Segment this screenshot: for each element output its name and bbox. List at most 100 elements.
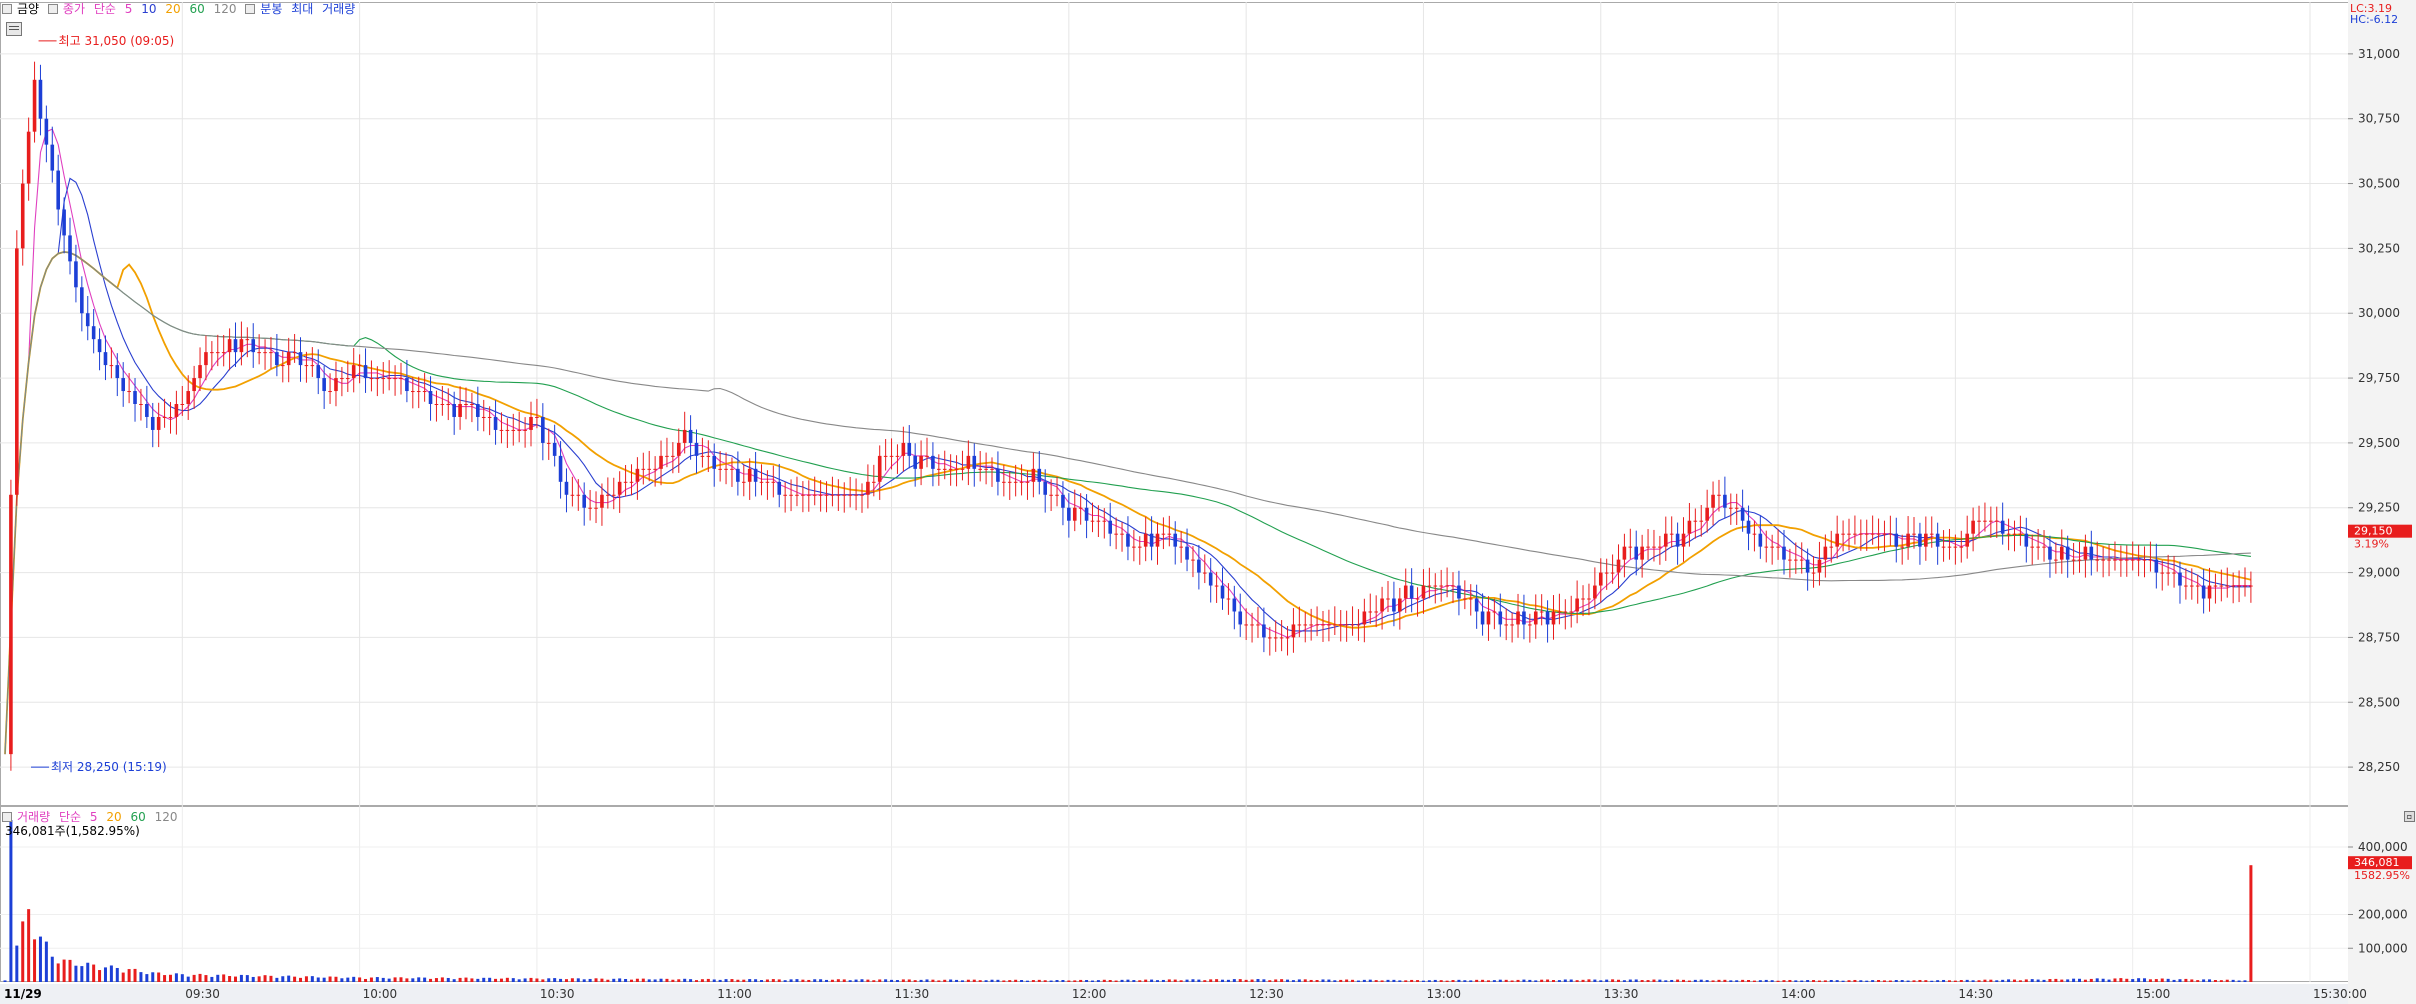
volume-bar (1717, 979, 1721, 982)
candle-body (387, 378, 391, 380)
candle-body (1912, 533, 1916, 535)
volume-bar (813, 979, 817, 982)
candle-body (1362, 611, 1367, 625)
volume-bar (754, 979, 758, 982)
volume-bar (1475, 979, 1479, 982)
candle-body (1675, 533, 1680, 547)
volume-bar (931, 979, 935, 982)
candle-body (736, 468, 740, 482)
time-tick-label: 15:00 (2136, 987, 2171, 1001)
candle-body (523, 429, 527, 431)
volume-bar (559, 978, 563, 982)
volume-bar (943, 979, 947, 982)
candle-body (9, 494, 13, 755)
candle-body (2243, 585, 2247, 587)
volume-bar (1380, 980, 1384, 982)
candle-body (487, 416, 492, 418)
price-legend: 금양 종가 단순 5 10 20 60 120 분봉 최대 거래량 (2, 2, 360, 16)
volume-bar (1735, 980, 1739, 982)
candle-body (576, 494, 581, 496)
volume-bar (1439, 980, 1443, 982)
volume-bar (2178, 979, 2182, 982)
volume-bar (848, 980, 852, 982)
legend-ma10: 10 (141, 2, 157, 16)
volume-bar (1226, 979, 1230, 982)
volume-bar (358, 977, 362, 982)
candle-body (1929, 533, 1934, 535)
volume-bar (2101, 978, 2105, 982)
candle-body (2089, 546, 2094, 560)
candle-body (1658, 546, 1662, 548)
volume-bar (1486, 980, 1490, 982)
volume-bar (180, 974, 184, 982)
candle-body (1002, 481, 1006, 483)
volume-bar (3, 980, 7, 982)
volume-last-tag (2348, 856, 2412, 870)
legend-toggle-icon[interactable] (47, 4, 58, 14)
candle-body (1740, 507, 1745, 521)
candle-body (1924, 533, 1928, 547)
candle-body (1037, 468, 1042, 482)
volume-bar (139, 972, 143, 982)
candle-body (795, 494, 799, 496)
candle-body (2160, 572, 2165, 574)
price-tick-label: 31,000 (2358, 47, 2400, 61)
chart-menu-icon[interactable] (6, 22, 22, 36)
candle-body (1427, 585, 1432, 587)
panel-maximize-icon[interactable]: ▫ (2404, 811, 2415, 822)
volume-bar (127, 969, 131, 982)
candle-body (2142, 559, 2147, 561)
candle-body (1055, 494, 1059, 496)
candle-body (1977, 520, 1981, 522)
volume-bar (251, 976, 255, 982)
volume-bar (588, 978, 592, 982)
candle-body (1267, 637, 1272, 639)
volume-bar (1546, 979, 1550, 982)
volume-bar (612, 978, 616, 982)
volume-bar (393, 977, 397, 982)
volume-bar (1894, 980, 1898, 982)
candle-body (747, 468, 752, 482)
candle-body (1161, 533, 1166, 535)
candle-body (1297, 624, 1302, 626)
time-tick-label: 09:30 (185, 987, 220, 1001)
candle-body (1622, 546, 1627, 560)
volume-bar (1433, 979, 1437, 982)
volume-bar (1037, 979, 1041, 982)
volume-bar (50, 956, 54, 982)
volume-bar (1605, 979, 1609, 982)
volume-bar (706, 978, 710, 982)
candle-body (1717, 494, 1721, 496)
volume-bar (1025, 980, 1029, 982)
candle-body (97, 339, 102, 353)
candle-body (818, 494, 823, 496)
candle-body (1575, 598, 1579, 612)
candle-body (162, 416, 167, 418)
legend-toggle-icon[interactable] (2, 4, 12, 14)
candle-body (1132, 546, 1136, 548)
volume-bar (222, 974, 226, 982)
legend-toggle-icon[interactable] (245, 4, 256, 14)
volume-bar (730, 979, 734, 982)
volume-bar (2030, 979, 2034, 982)
candle-body (653, 468, 657, 470)
volume-bar (1800, 980, 1804, 982)
candle-body (1788, 559, 1792, 561)
volume-bar (789, 979, 793, 982)
candle-body (700, 455, 705, 457)
candle-body (369, 378, 374, 380)
candle-body (133, 391, 137, 404)
candle-body (517, 429, 521, 431)
volume-bar (1794, 980, 1798, 982)
candle-body (611, 494, 616, 496)
candle-body (978, 468, 982, 470)
vol-legend-simple: 단순 (58, 810, 82, 824)
volume-bar (429, 978, 433, 982)
candle-body (1303, 624, 1308, 626)
candle-body (2148, 559, 2153, 561)
candle-body (2130, 559, 2135, 561)
legend-toggle-icon[interactable] (2, 812, 12, 822)
time-tick-label: 13:30 (1604, 987, 1639, 1001)
